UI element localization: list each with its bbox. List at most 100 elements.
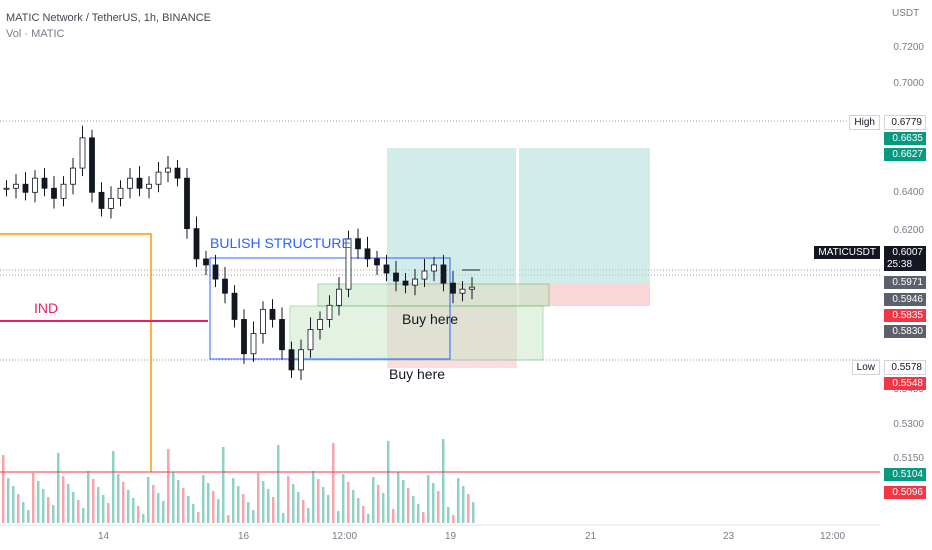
- volume-bar: [317, 479, 320, 523]
- volume-bar: [292, 484, 295, 523]
- volume-bar: [87, 471, 90, 523]
- price-label-value: 0.5104: [884, 468, 926, 481]
- candle: [108, 186, 114, 219]
- candle: [127, 168, 133, 199]
- time-tick-19: 19: [445, 531, 457, 542]
- time-tick-12-00: 12:00: [332, 531, 358, 542]
- volume-bar: [27, 510, 30, 523]
- volume-bar: [202, 475, 205, 523]
- volume-bar: [287, 476, 290, 523]
- volume-bar: [142, 514, 145, 523]
- price-label-value: 0.5548: [884, 377, 926, 390]
- candle: [212, 254, 219, 288]
- volume-bar: [392, 509, 395, 523]
- candle: [298, 339, 304, 380]
- candle: [89, 129, 95, 203]
- time-tick-23: 23: [723, 531, 735, 542]
- price-label-tag: MATICUSDT: [814, 246, 880, 259]
- volume-bar: [337, 511, 340, 523]
- candle: [355, 228, 361, 259]
- volume-bar: [12, 486, 15, 523]
- price-candles: [3, 125, 475, 380]
- candle: [155, 162, 162, 193]
- volume-bar: [257, 473, 260, 523]
- candle: [3, 180, 10, 197]
- volume-bar: [252, 510, 255, 523]
- volume-bar: [452, 515, 455, 523]
- volume-bar: [237, 486, 240, 523]
- price-label-value: 0.5830: [884, 325, 926, 338]
- volume-bar: [162, 501, 165, 523]
- candle: [79, 125, 86, 177]
- volume-bar: [122, 482, 125, 523]
- volume-bar: [442, 439, 445, 523]
- candle: [146, 176, 152, 199]
- volume-indicator-label[interactable]: Vol · MATIC: [6, 28, 65, 40]
- price-label-tag: High: [849, 115, 880, 130]
- candle: [193, 216, 200, 267]
- price-tick-0.5300: 0.5300: [893, 419, 924, 430]
- candle: [231, 285, 238, 328]
- candle: [317, 311, 323, 340]
- volume-bar: [332, 443, 335, 523]
- candle: [260, 301, 266, 344]
- volume-bar: [307, 508, 310, 523]
- candle: [22, 172, 29, 201]
- price-label-value: 0.6627: [884, 148, 926, 161]
- candle: [222, 266, 228, 304]
- candle: [459, 281, 466, 302]
- price-label-value: 0.5835: [884, 309, 926, 322]
- volume-bar: [402, 480, 405, 523]
- candle: [402, 273, 409, 294]
- bullish-structure-label: BULISH STRUCTURE: [210, 235, 351, 251]
- candle: [32, 170, 38, 203]
- volume-bar: [22, 502, 25, 523]
- long-target-zone-2: [519, 148, 650, 284]
- price-label-value: 0.6635: [884, 132, 926, 145]
- volume-bar: [2, 455, 5, 523]
- price-label-value: 0.6007: [884, 246, 926, 259]
- bar-countdown: 25:38: [884, 258, 926, 271]
- volume-bar: [267, 489, 270, 523]
- volume-bar: [352, 490, 355, 523]
- volume-bar: [197, 512, 200, 523]
- ind-label: IND: [34, 300, 59, 316]
- long-stop-zone-2: [519, 284, 650, 306]
- price-label-value: 0.5578: [884, 360, 926, 375]
- candle: [364, 236, 371, 267]
- volume-bar: [462, 486, 465, 523]
- volume-bar: [72, 492, 75, 523]
- candle: [70, 157, 76, 195]
- volume-bar: [17, 494, 20, 523]
- long-target-zone-1: [387, 148, 517, 284]
- volume-bar: [177, 480, 180, 523]
- candle: [288, 341, 295, 378]
- time-tick-16: 16: [238, 531, 250, 542]
- volume-bar: [7, 478, 10, 523]
- price-label-tag: Low: [851, 360, 880, 375]
- currency-label: USDT: [892, 8, 920, 19]
- volume-bars: [2, 439, 475, 523]
- volume-bar: [367, 514, 370, 523]
- volume-bar: [57, 453, 60, 523]
- volume-bar: [282, 513, 285, 523]
- candle: [307, 317, 314, 358]
- candle: [269, 299, 276, 328]
- volume-bar: [232, 478, 235, 523]
- demand-zone-upper: [317, 283, 550, 307]
- volume-bar: [207, 483, 210, 523]
- price-label-value: 0.6779: [884, 115, 926, 130]
- chart-title: MATIC Network / TetherUS, 1h, BINANCE: [6, 12, 211, 24]
- candle: [412, 268, 418, 296]
- time-tick-21: 21: [585, 531, 597, 542]
- volume-bar: [37, 481, 40, 523]
- volume-bar: [437, 491, 440, 523]
- volume-bar: [77, 500, 80, 523]
- volume-bar: [407, 488, 410, 523]
- candle: [98, 182, 105, 217]
- volume-bar: [417, 504, 420, 523]
- candle: [431, 256, 437, 282]
- volume-bar: [212, 491, 215, 523]
- volume-bar: [457, 478, 460, 523]
